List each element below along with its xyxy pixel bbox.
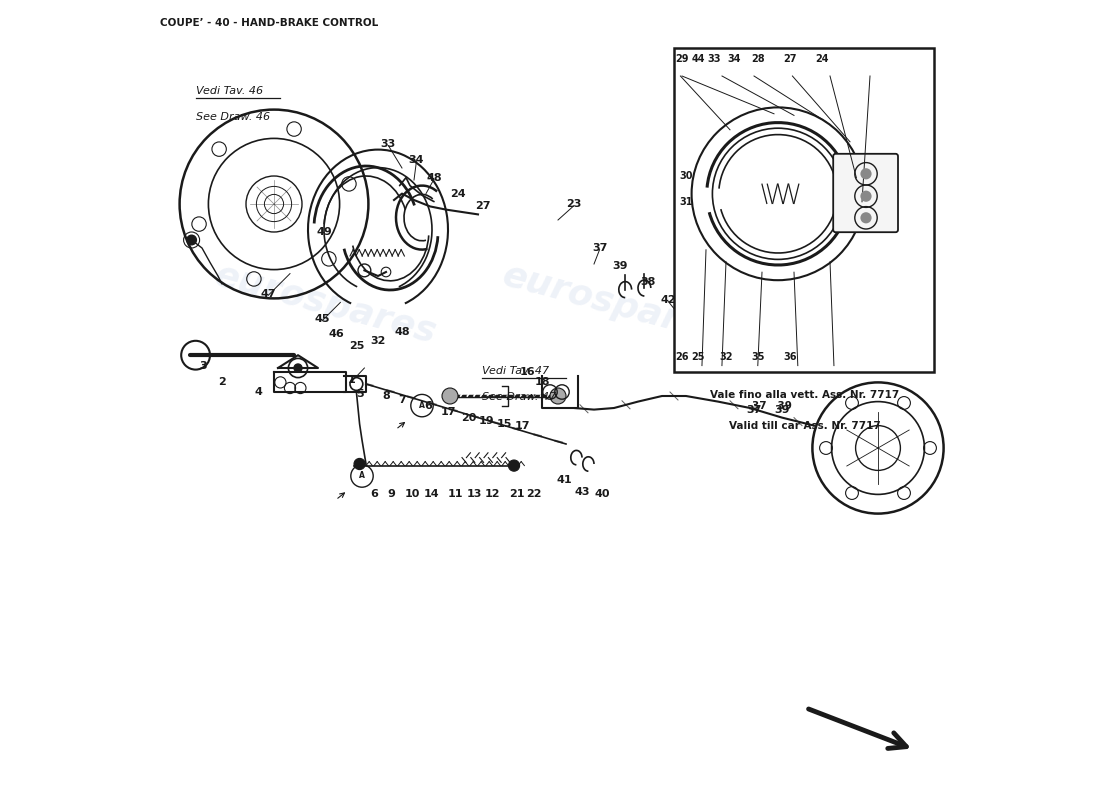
Text: eurospares: eurospares — [211, 258, 441, 350]
Circle shape — [354, 458, 365, 470]
Text: eurospares: eurospares — [499, 258, 729, 350]
Text: See Draw. 46: See Draw. 46 — [197, 111, 271, 122]
Text: 33: 33 — [381, 139, 396, 149]
Text: 34: 34 — [409, 155, 425, 165]
Text: 27: 27 — [783, 54, 796, 64]
Text: 42: 42 — [661, 295, 676, 305]
Text: 21: 21 — [508, 490, 525, 499]
Text: 6: 6 — [425, 401, 432, 410]
Text: A: A — [419, 401, 425, 410]
Text: Vedi Tav. 46: Vedi Tav. 46 — [197, 86, 264, 96]
Circle shape — [187, 235, 197, 245]
Circle shape — [550, 388, 566, 404]
FancyBboxPatch shape — [833, 154, 898, 232]
Text: 45: 45 — [315, 314, 330, 324]
Text: 28: 28 — [751, 54, 764, 64]
Text: 25: 25 — [349, 342, 364, 351]
Text: 14: 14 — [424, 490, 439, 499]
Text: 39: 39 — [774, 405, 790, 414]
Text: 6: 6 — [370, 490, 378, 499]
Text: 37   39: 37 39 — [751, 402, 792, 411]
Text: 33: 33 — [707, 54, 721, 64]
Text: 12: 12 — [485, 490, 501, 499]
Text: 27: 27 — [475, 202, 491, 211]
Text: 39: 39 — [612, 261, 627, 270]
Text: 9: 9 — [387, 490, 396, 499]
Text: 47: 47 — [261, 289, 276, 298]
Text: 43: 43 — [574, 487, 590, 497]
Text: 7: 7 — [398, 395, 406, 405]
Text: COUPE’ - 40 - HAND-BRAKE CONTROL: COUPE’ - 40 - HAND-BRAKE CONTROL — [161, 18, 378, 27]
Text: 41: 41 — [557, 475, 572, 485]
Text: 30: 30 — [680, 171, 693, 181]
Text: 36: 36 — [783, 352, 796, 362]
FancyBboxPatch shape — [674, 48, 934, 372]
Text: 37: 37 — [746, 405, 761, 414]
Text: 44: 44 — [691, 54, 705, 64]
Circle shape — [442, 388, 458, 404]
Circle shape — [508, 460, 519, 471]
Text: 32: 32 — [371, 336, 386, 346]
Text: 37: 37 — [592, 243, 607, 253]
Text: 35: 35 — [751, 352, 764, 362]
Text: 25: 25 — [691, 352, 705, 362]
Text: 48: 48 — [426, 173, 442, 182]
Text: 23: 23 — [566, 199, 582, 209]
Text: 24: 24 — [815, 54, 828, 64]
Text: See Draw. 47: See Draw. 47 — [482, 392, 557, 402]
Text: 40: 40 — [594, 490, 609, 499]
Text: 20: 20 — [461, 413, 476, 422]
Text: 16: 16 — [520, 367, 536, 377]
Text: 26: 26 — [675, 352, 689, 362]
Text: 2: 2 — [218, 377, 226, 386]
Text: 18: 18 — [535, 377, 550, 386]
Text: 38: 38 — [640, 277, 656, 286]
Text: Valid till car Ass. Nr. 7717: Valid till car Ass. Nr. 7717 — [728, 421, 880, 430]
Text: 29: 29 — [675, 54, 689, 64]
Text: Vedi Tav. 47: Vedi Tav. 47 — [482, 366, 549, 376]
Circle shape — [294, 364, 302, 372]
Text: 46: 46 — [329, 329, 344, 338]
Text: 13: 13 — [466, 490, 482, 499]
Text: 32: 32 — [719, 352, 733, 362]
Text: 11: 11 — [448, 490, 463, 499]
Text: 17: 17 — [441, 407, 456, 417]
Text: 19: 19 — [478, 416, 494, 426]
Text: 48: 48 — [394, 327, 410, 337]
Circle shape — [350, 378, 363, 390]
Text: 24: 24 — [450, 190, 465, 199]
Text: 8: 8 — [382, 391, 389, 401]
Circle shape — [860, 212, 871, 223]
Text: 4: 4 — [254, 387, 262, 397]
Text: 49: 49 — [317, 227, 332, 237]
Text: 34: 34 — [727, 54, 740, 64]
Text: Vale fino alla vett. Ass. Nr. 7717: Vale fino alla vett. Ass. Nr. 7717 — [710, 390, 899, 400]
Text: 5: 5 — [355, 390, 363, 399]
Text: 17: 17 — [515, 421, 530, 430]
Text: 15: 15 — [497, 419, 513, 429]
Text: 1: 1 — [348, 375, 355, 385]
Circle shape — [860, 190, 871, 202]
Text: 10: 10 — [405, 490, 420, 499]
Text: 3: 3 — [200, 361, 208, 370]
Circle shape — [860, 168, 871, 179]
Text: 31: 31 — [680, 197, 693, 206]
Text: A: A — [359, 471, 365, 481]
Text: 22: 22 — [526, 490, 541, 499]
